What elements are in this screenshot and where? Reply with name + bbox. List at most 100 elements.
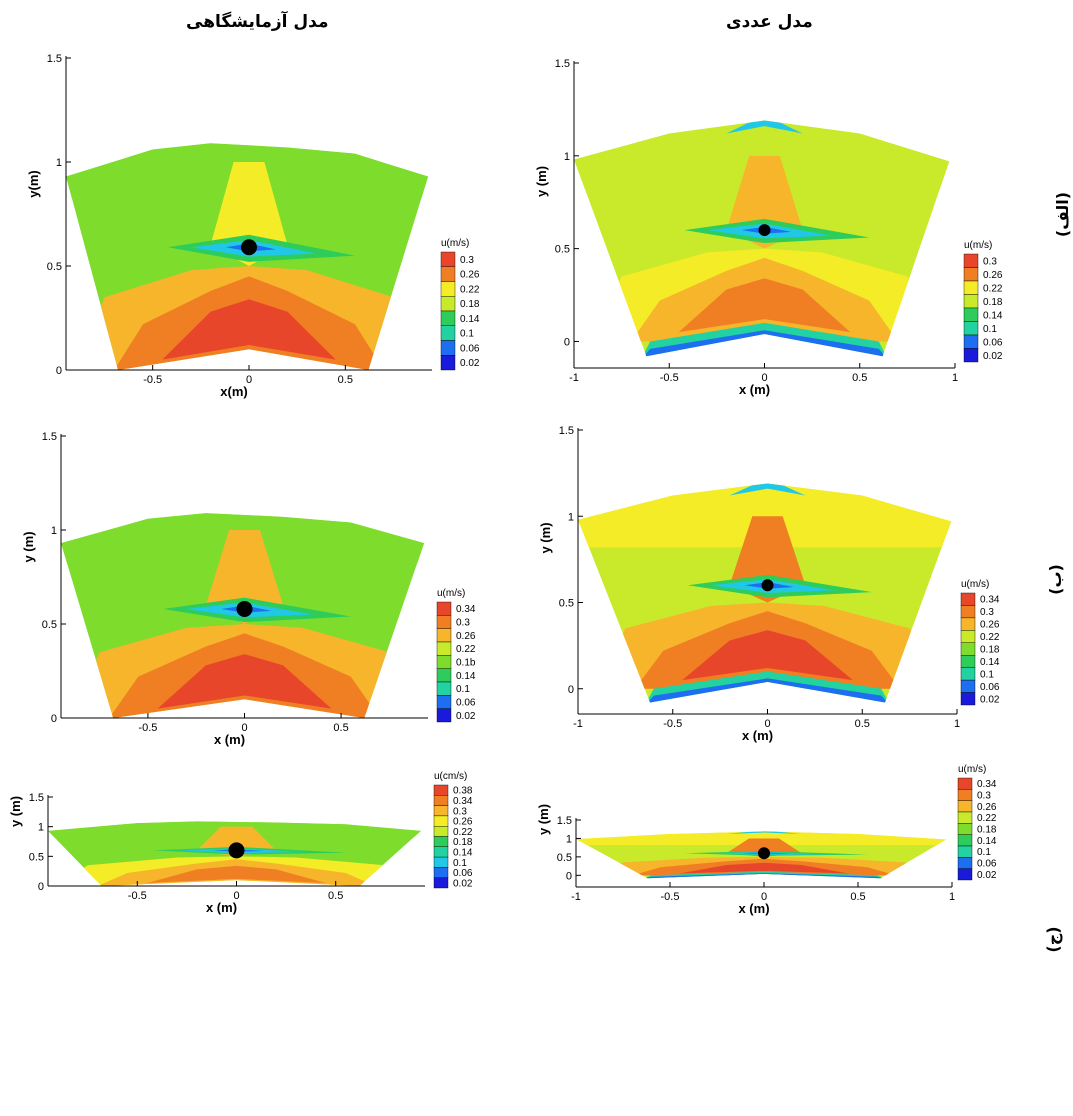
header-numerical: مدل عددی (726, 12, 813, 32)
x-tick-label: 0.5 (855, 718, 870, 730)
contour-band (61, 513, 425, 564)
colorbar-label: 0.06 (977, 859, 997, 870)
colorbar-label: 0.26 (980, 620, 1000, 631)
contour-band (147, 865, 326, 884)
x-axis-label: x (m) (214, 732, 245, 747)
colorbar-swatch (957, 845, 973, 858)
colorbar-swatch (963, 253, 979, 268)
x-tick-label: -1 (571, 891, 581, 903)
colorbar-swatch (440, 310, 456, 326)
y-tick-label: 0 (564, 336, 570, 348)
colorbar-swatch (433, 856, 449, 868)
panel-exp-b: 0 0.5 1 1.5 -0.5 0 0.5 x (m) y (m) u(m/s) 0.34 0.3 0… (21, 431, 476, 747)
colorbar-label: 0.1 (453, 858, 467, 869)
colorbar-label: 0.22 (453, 827, 473, 838)
y-tick-label: 0 (38, 881, 44, 893)
colorbar-label: 0.18 (983, 297, 1003, 308)
colorbar-swatch (436, 615, 452, 629)
y-tick-label: 1 (51, 525, 57, 537)
x-tick-label: 1 (954, 718, 960, 730)
colorbar-label: 0.22 (456, 644, 476, 655)
colorbar-swatch (963, 334, 979, 349)
y-tick-label: 0.5 (559, 598, 574, 610)
y-tick-label: 1.5 (47, 53, 62, 65)
cylinder-marker (236, 600, 253, 617)
colorbar-swatch (963, 294, 979, 309)
y-tick-label: 0.5 (42, 619, 57, 631)
colorbar-swatch (440, 296, 456, 312)
contour-band (729, 483, 806, 496)
cylinder-marker (228, 842, 245, 859)
x-axis-label: x (m) (742, 728, 773, 743)
x-tick-label: -0.5 (128, 890, 147, 902)
colorbar-label: 0.1 (456, 684, 470, 695)
x-tick-label: -0.5 (661, 891, 680, 903)
y-axis-label: y (m) (21, 531, 36, 562)
y-tick-label: 0.5 (29, 851, 44, 863)
colorbar-swatch (433, 877, 449, 889)
colorbar-label: 0.06 (453, 868, 473, 879)
colorbar-label: 0.3 (980, 607, 994, 618)
y-tick-label: 1 (568, 511, 574, 523)
y-tick-label: 0 (568, 684, 574, 696)
y-tick-label: 1.5 (559, 425, 574, 437)
x-tick-label: -0.5 (138, 722, 157, 734)
y-tick-label: 0 (51, 713, 57, 725)
colorbar-swatch (433, 826, 449, 837)
colorbar-swatch (960, 617, 976, 631)
colorbar-swatch (963, 307, 979, 322)
y-tick-label: 1.5 (557, 815, 572, 827)
colorbar-label: 0.06 (980, 682, 1000, 693)
colorbar-label: 0.34 (980, 595, 1000, 606)
x-tick-label: 0 (241, 722, 247, 734)
y-tick-label: 1 (566, 833, 572, 845)
colorbar-label: 0.3 (977, 791, 991, 802)
colorbar-swatch (963, 348, 979, 363)
colorbar-label: 0.14 (453, 847, 473, 858)
x-axis-label: x (m) (206, 900, 237, 915)
colorbar-swatch (957, 789, 973, 801)
colorbar-label: 0.1 (983, 324, 997, 335)
contour-band (48, 821, 422, 838)
contour-band (678, 278, 851, 333)
colorbar-label: 0.14 (456, 671, 476, 682)
x-tick-label: 0.5 (850, 891, 865, 903)
colorbar-label: 0.3 (460, 255, 474, 266)
colorbar-label: 0.02 (453, 878, 473, 889)
cylinder-marker (758, 224, 771, 237)
x-axis-label: x(m) (220, 384, 247, 399)
colorbar-label: 0.02 (460, 358, 480, 369)
colorbar-swatch (960, 592, 976, 606)
colorbar-swatch (957, 868, 973, 881)
colorbar-swatch (436, 695, 452, 709)
colorbar-label: 0.1 (980, 669, 994, 680)
y-tick-label: 0.5 (555, 244, 570, 256)
contour-band (679, 862, 849, 874)
colorbar-label: 0.26 (977, 802, 997, 813)
y-tick-label: 1.5 (29, 792, 44, 804)
colorbar-swatch (960, 642, 976, 656)
colorbar-title: u(m/s) (437, 588, 465, 599)
colorbar-label: 0.34 (453, 796, 473, 807)
y-tick-label: 0.5 (47, 261, 62, 273)
colorbar-swatch (436, 601, 452, 616)
colorbar-swatch (440, 325, 456, 341)
y-axis-label: y (m) (538, 522, 553, 553)
colorbar-swatch (436, 668, 452, 683)
colorbar-title: u(m/s) (441, 238, 469, 249)
contour-band (162, 299, 336, 360)
x-tick-label: 0.5 (852, 372, 867, 384)
contour-band (726, 831, 802, 835)
colorbar-swatch (440, 355, 456, 371)
colorbar-label: 0.26 (453, 817, 473, 828)
colorbar-swatch (957, 811, 973, 824)
colorbar-label: 0.22 (977, 813, 997, 824)
x-tick-label: 0 (246, 374, 252, 386)
colorbar-label: 0.18 (460, 299, 480, 310)
colorbar-swatch (957, 800, 973, 813)
x-tick-label: 0.5 (333, 722, 348, 734)
colorbar-label: 0.1 (977, 847, 991, 858)
x-tick-label: 0 (761, 891, 767, 903)
y-tick-label: 1.5 (555, 58, 570, 70)
colorbar-swatch (960, 630, 976, 643)
